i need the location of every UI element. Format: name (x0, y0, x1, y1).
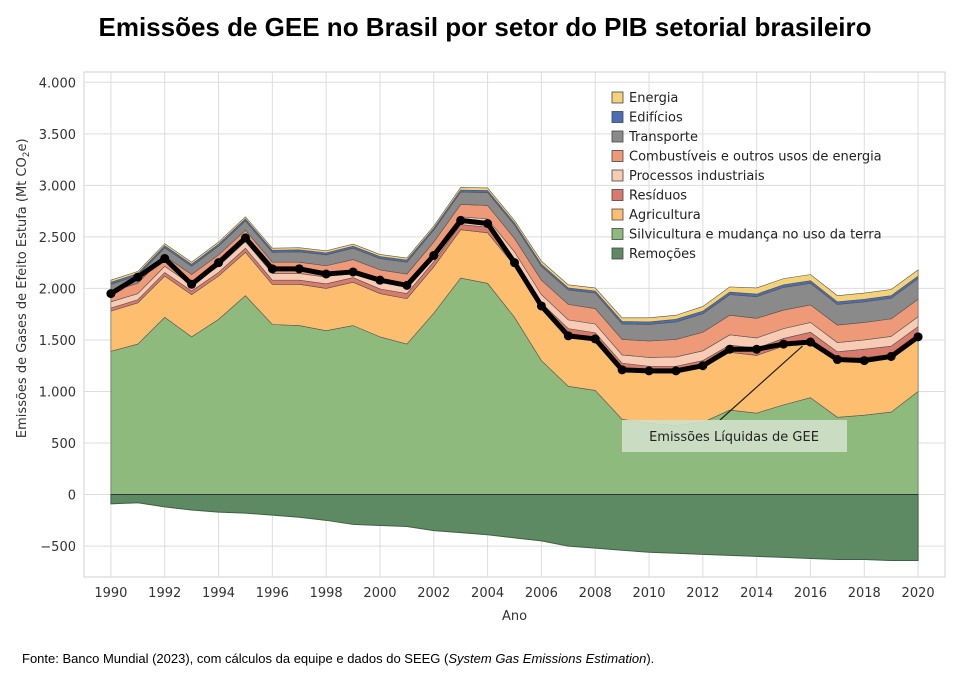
y-tick-label: 1.000 (39, 385, 76, 400)
net-point (294, 264, 304, 274)
net-point (160, 254, 170, 264)
net-point (644, 366, 654, 376)
x-tick-label: 1996 (256, 586, 289, 601)
legend-swatch (611, 247, 624, 260)
annotation-text: Emissões Líquidas de GEE (649, 430, 819, 445)
area-series-7 (110, 187, 919, 323)
y-tick-label: 4.000 (39, 76, 76, 91)
legend: Energia Edifícios Transporte Combustíveis e… (611, 91, 882, 262)
net-point (375, 275, 385, 285)
net-point (698, 361, 708, 371)
y-axis-title-end: e) (15, 138, 30, 151)
x-tick-label: 2016 (794, 586, 827, 601)
legend-swatch (611, 111, 624, 123)
y-tick-label: 0 (68, 489, 76, 504)
net-point (590, 334, 600, 344)
y-tick-label: 500 (51, 437, 76, 452)
y-axis-title-sub: 2 (22, 152, 32, 158)
net-point (402, 280, 412, 290)
legend-swatch (611, 130, 624, 143)
net-point (214, 258, 224, 268)
net-point (429, 250, 439, 260)
x-tick-label: 1990 (94, 586, 127, 601)
x-tick-label: 2012 (686, 586, 719, 601)
x-tick-label: 2020 (902, 586, 935, 601)
net-point (483, 219, 493, 228)
y-tick-label: −500 (40, 540, 76, 555)
y-tick-label: 2.000 (39, 282, 76, 297)
y-axis-title: Emissões de Gases de Efeito Estufa (Mt C… (15, 138, 32, 438)
legend-swatch (611, 150, 624, 162)
net-point (725, 344, 735, 354)
y-tick-label: 3.000 (39, 179, 76, 194)
net-point (913, 332, 923, 342)
legend-swatch (611, 169, 624, 182)
net-point (859, 356, 869, 366)
chart-svg: 1990 1992 1994 1996 1998 2000 2002 2004 2006 2008… (15, 71, 946, 624)
x-tick-label: 2002 (417, 586, 450, 601)
x-tick-label: 2018 (848, 586, 881, 601)
net-point (267, 264, 277, 274)
y-axis-title-main: Emissões de Gases de Efeito Estufa (Mt C… (15, 157, 30, 438)
net-point (240, 233, 250, 243)
x-tick-label: 2010 (632, 586, 665, 601)
net-point (321, 269, 331, 279)
annotation: Emissões Líquidas de GEE (622, 345, 847, 452)
net-point (832, 355, 842, 365)
area-remocoes (110, 494, 919, 562)
x-tick-label: 2000 (363, 586, 396, 601)
source-end: ). (646, 651, 655, 666)
net-point (536, 301, 546, 311)
net-point (779, 339, 789, 349)
x-tick-label: 2008 (579, 586, 612, 601)
legend-label: Agricultura (629, 208, 701, 223)
legend-label: Edifícios (629, 111, 683, 126)
legend-label: Remoções (629, 247, 696, 262)
annotation-arrow (719, 345, 803, 421)
x-axis-title: Ano (502, 609, 527, 624)
x-tick-label: 2006 (525, 586, 558, 601)
annotation-box (622, 420, 847, 452)
legend-label: Resíduos (629, 189, 687, 204)
x-tick-label: 1994 (202, 586, 235, 601)
x-tick-label: 1992 (148, 586, 181, 601)
legend-label: Energia (629, 91, 678, 106)
net-point (671, 366, 681, 376)
legend-swatch (611, 228, 624, 240)
net-emissions-line (106, 215, 923, 376)
y-tick-label: 3.500 (39, 128, 76, 143)
net-point (886, 351, 896, 361)
legend-label: Silvicultura e mudança no uso da terra (629, 228, 882, 243)
net-point (106, 289, 116, 299)
net-point (456, 215, 466, 225)
source-note: Fonte: Banco Mundial (2023), com cálculo… (22, 651, 654, 666)
source-text: Fonte: Banco Mundial (2023), com cálculo… (22, 651, 449, 666)
net-point (805, 337, 815, 347)
legend-swatch (611, 189, 624, 201)
net-point (348, 267, 358, 277)
legend-label: Processos industriais (629, 169, 765, 184)
y-tick-label: 2.500 (39, 231, 76, 246)
net-point (510, 258, 519, 268)
legend-swatch (611, 208, 624, 221)
axes: 1990 1992 1994 1996 1998 2000 2002 2004 2006 2008… (39, 76, 935, 601)
legend-label: Transporte (628, 130, 698, 145)
net-point (563, 331, 573, 341)
net-point (752, 344, 762, 354)
net-point (187, 279, 197, 289)
y-tick-label: 1.500 (39, 334, 76, 349)
x-tick-label: 2004 (471, 586, 504, 601)
x-tick-label: 2014 (740, 586, 773, 601)
net-point (617, 365, 627, 375)
legend-label: Combustíveis e outros usos de energia (629, 150, 882, 165)
chart-title: Emissões de GEE no Brasil por setor do P… (98, 12, 872, 42)
x-tick-label: 1998 (310, 586, 343, 601)
net-point (133, 272, 143, 282)
source-italic: System Gas Emissions Estimation (448, 651, 647, 666)
legend-swatch (611, 91, 624, 104)
